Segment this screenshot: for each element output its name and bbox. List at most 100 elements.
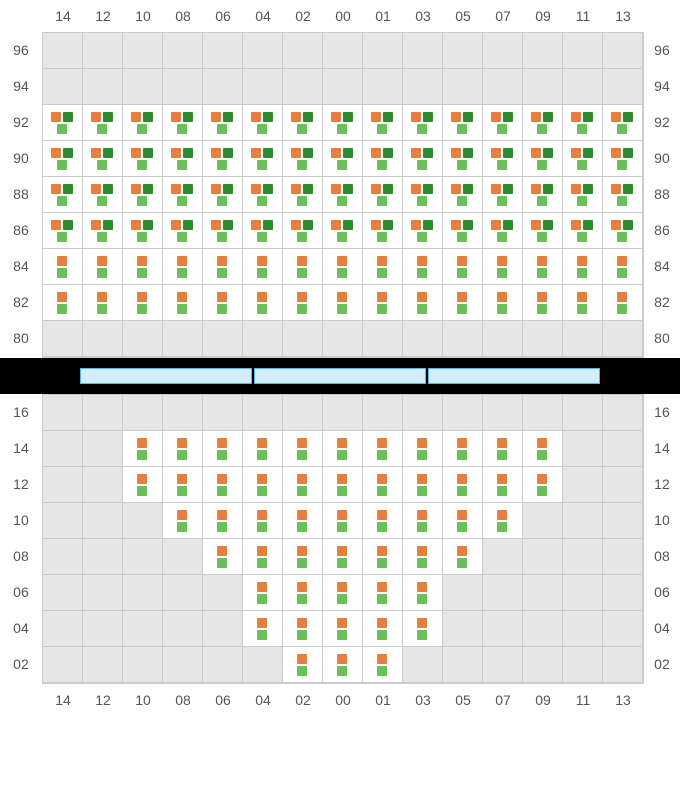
- green_dark-square: [223, 112, 233, 122]
- orange-square: [377, 546, 387, 556]
- grid-cell: [243, 105, 283, 141]
- grid-cell: [323, 395, 363, 431]
- grid-cell: [603, 321, 643, 357]
- slot-marker: [577, 292, 587, 314]
- green_dark-square: [463, 184, 473, 194]
- orange-square: [257, 546, 267, 556]
- orange-square: [377, 256, 387, 266]
- green_light-square: [217, 268, 227, 278]
- grid-cell: [603, 33, 643, 69]
- green_light-square: [177, 486, 187, 496]
- green_light-square: [97, 268, 107, 278]
- col-label: 06: [203, 692, 243, 708]
- green_light-square: [137, 232, 147, 242]
- green_dark-square: [223, 148, 233, 158]
- grid-cell: [523, 431, 563, 467]
- col-label: 12: [83, 8, 123, 24]
- green_light-square: [417, 196, 427, 206]
- green_light-square: [97, 304, 107, 314]
- slot-marker: [57, 256, 67, 278]
- slot-marker: [531, 220, 553, 242]
- grid-cell: [603, 395, 643, 431]
- green_light-square: [297, 522, 307, 532]
- col-label: 10: [123, 692, 163, 708]
- upper-row-labels-left: 969492908886848280: [0, 32, 42, 358]
- orange-square: [337, 546, 347, 556]
- slot-marker: [617, 292, 627, 314]
- slot-marker: [137, 256, 147, 278]
- slot-marker: [331, 220, 353, 242]
- green_dark-square: [503, 148, 513, 158]
- grid-cell: [243, 647, 283, 683]
- green_light-square: [457, 522, 467, 532]
- orange-square: [171, 184, 181, 194]
- slot-marker: [417, 510, 427, 532]
- green_light-square: [577, 124, 587, 134]
- slot-marker: [377, 510, 387, 532]
- green_light-square: [217, 450, 227, 460]
- slot-marker: [297, 618, 307, 640]
- orange-square: [137, 438, 147, 448]
- green_light-square: [177, 160, 187, 170]
- slot-marker: [297, 474, 307, 496]
- grid-cell: [203, 285, 243, 321]
- green_light-square: [217, 196, 227, 206]
- grid-cell: [163, 69, 203, 105]
- row-label: 86: [644, 212, 680, 248]
- slot-marker: [251, 184, 273, 206]
- green_dark-square: [63, 112, 73, 122]
- grid-cell: [323, 431, 363, 467]
- green_dark-square: [383, 112, 393, 122]
- grid-cell: [363, 467, 403, 503]
- grid-cell: [123, 177, 163, 213]
- grid-cell: [83, 431, 123, 467]
- grid-cell: [123, 503, 163, 539]
- green_light-square: [57, 304, 67, 314]
- green_dark-square: [383, 148, 393, 158]
- grid-cell: [483, 575, 523, 611]
- green_light-square: [297, 486, 307, 496]
- grid-cell: [403, 611, 443, 647]
- green_light-square: [577, 232, 587, 242]
- orange-square: [51, 184, 61, 194]
- orange-square: [57, 292, 67, 302]
- slot-marker: [377, 618, 387, 640]
- orange-square: [457, 256, 467, 266]
- grid-cell: [403, 575, 443, 611]
- grid-cell: [323, 105, 363, 141]
- slot-marker: [211, 184, 233, 206]
- grid-cell: [123, 141, 163, 177]
- grid-cell: [203, 69, 243, 105]
- grid-cell: [83, 575, 123, 611]
- grid-cell: [323, 467, 363, 503]
- orange-square: [91, 220, 101, 230]
- green_dark-square: [503, 112, 513, 122]
- grid-cell: [83, 467, 123, 503]
- green_dark-square: [183, 184, 193, 194]
- grid-cell: [123, 105, 163, 141]
- grid-cell: [283, 431, 323, 467]
- orange-square: [257, 618, 267, 628]
- grid-cell: [483, 539, 523, 575]
- grid-cell: [83, 611, 123, 647]
- grid-cell: [363, 249, 403, 285]
- slot-marker: [177, 256, 187, 278]
- grid-cell: [523, 575, 563, 611]
- green_light-square: [217, 232, 227, 242]
- green_light-square: [297, 232, 307, 242]
- grid-cell: [243, 395, 283, 431]
- grid-cell: [283, 141, 323, 177]
- row-label: 08: [0, 538, 42, 574]
- slot-marker: [131, 220, 153, 242]
- grid-cell: [43, 575, 83, 611]
- grid-cell: [603, 285, 643, 321]
- grid-cell: [563, 647, 603, 683]
- orange-square: [211, 220, 221, 230]
- grid-cell: [403, 249, 443, 285]
- orange-square: [337, 654, 347, 664]
- orange-square: [291, 184, 301, 194]
- slot-marker: [497, 292, 507, 314]
- grid-cell: [443, 141, 483, 177]
- grid-cell: [363, 105, 403, 141]
- orange-square: [411, 184, 421, 194]
